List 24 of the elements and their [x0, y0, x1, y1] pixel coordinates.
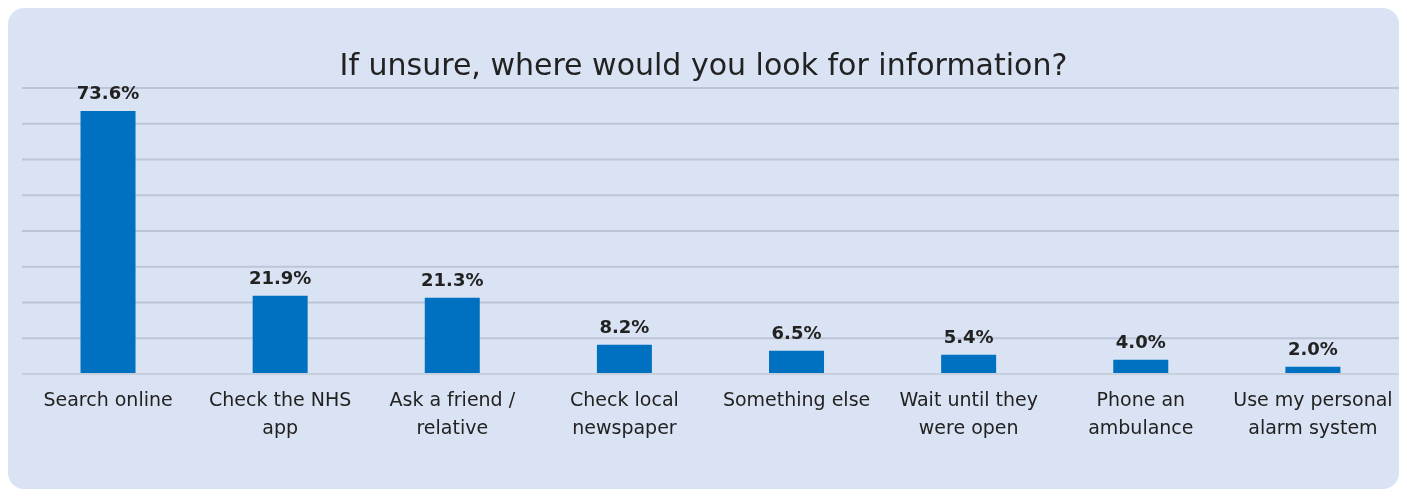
- chart-title: If unsure, where would you look for information?: [338, 47, 1069, 82]
- x-tick-label: Search online: [43, 388, 173, 410]
- x-tick-label: Ask a friend / relative: [389, 388, 516, 438]
- data-label: 2.0%: [1287, 337, 1338, 359]
- x-tick-label: Check local newspaper: [570, 388, 679, 438]
- x-tick-label: Wait until they were open: [899, 388, 1038, 438]
- bar: [80, 110, 136, 374]
- data-label: 6.5%: [771, 321, 822, 343]
- bar: [252, 295, 308, 374]
- data-label: 8.2%: [599, 315, 650, 337]
- data-label: 21.3%: [421, 268, 484, 290]
- bar: [941, 354, 997, 374]
- data-label: 4.0%: [1115, 330, 1166, 352]
- x-tick-label: Check the NHS app: [209, 388, 352, 438]
- bar: [424, 297, 480, 374]
- bar: [769, 350, 825, 374]
- x-tick-label: Phone an ambulance: [1088, 388, 1194, 438]
- bar: [596, 344, 652, 374]
- x-tick-label: Use my personal alarm system: [1233, 388, 1393, 438]
- data-label: 21.9%: [248, 266, 312, 288]
- data-label: 5.4%: [943, 325, 994, 347]
- data-label: 73.6%: [76, 81, 140, 103]
- x-tick-label: Something else: [722, 388, 871, 410]
- bar: [1113, 359, 1169, 374]
